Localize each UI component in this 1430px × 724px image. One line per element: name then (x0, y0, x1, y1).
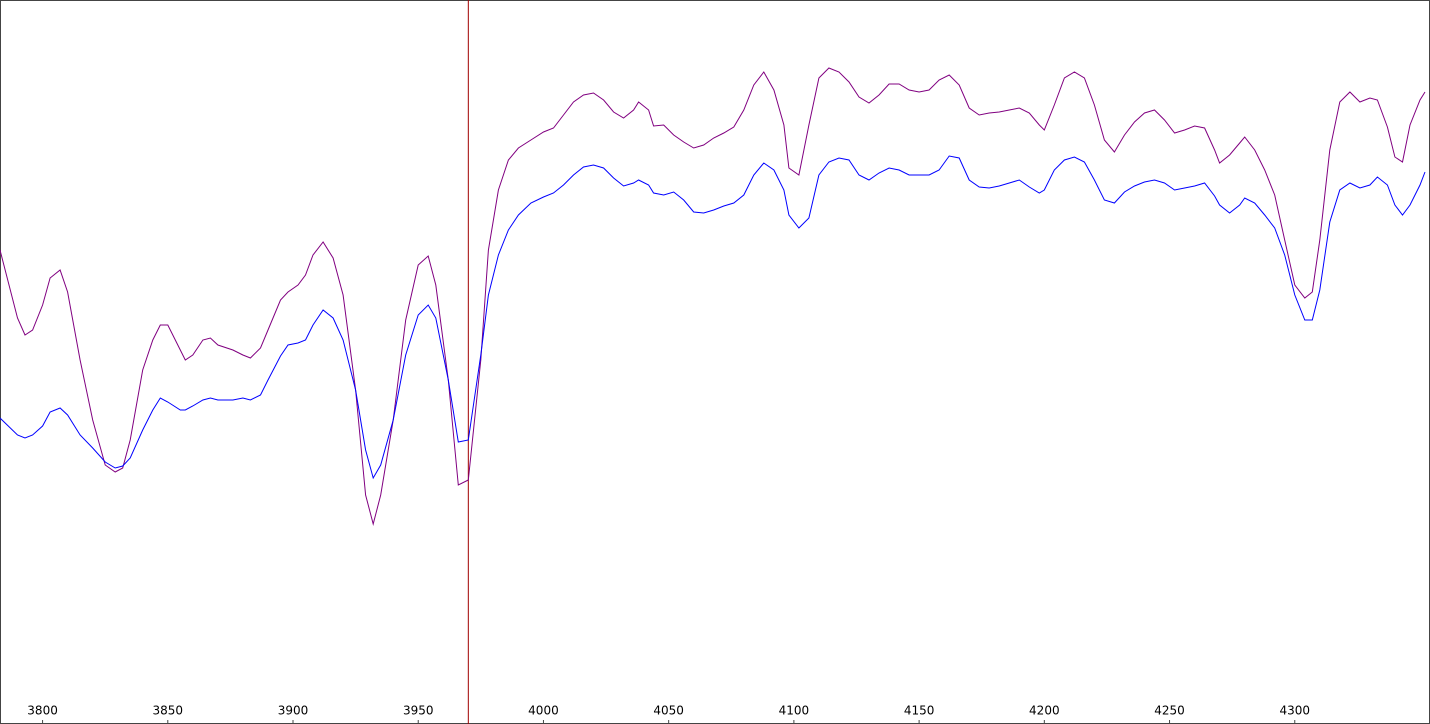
x-tick-label: 4250 (1154, 704, 1185, 718)
x-tick-label: 4150 (904, 704, 935, 718)
x-tick-label: 4100 (779, 704, 810, 718)
spectrum-line (0, 67, 1426, 526)
x-tick-label: 3800 (27, 704, 58, 718)
x-tick-label: 4000 (528, 704, 559, 718)
x-tick-label: 4050 (653, 704, 684, 718)
spectrum-line (0, 155, 1426, 480)
x-tick-label: 3850 (153, 704, 184, 718)
x-tick-label: 4300 (1279, 704, 1310, 718)
x-tick-label: 4200 (1029, 704, 1060, 718)
x-tick-label: 3950 (403, 704, 434, 718)
x-tick-label: 3900 (278, 704, 309, 718)
